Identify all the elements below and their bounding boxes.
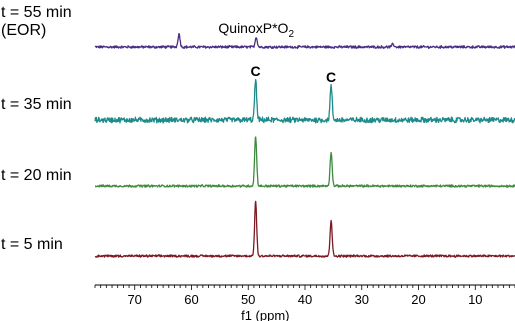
label-t55-line2: (EOR) bbox=[1, 22, 47, 39]
peak-annotation-2-2: C bbox=[326, 69, 336, 85]
x-tick-label: 20 bbox=[411, 292, 425, 307]
peak-annotation-2-1: C bbox=[251, 63, 261, 79]
x-axis-label: f1 (ppm) bbox=[241, 308, 289, 321]
x-tick-label: 60 bbox=[184, 292, 198, 307]
label-t55: t = 55 min (EOR) bbox=[1, 4, 72, 40]
spectrum-trace-1 bbox=[94, 32, 515, 50]
x-tick-label: 70 bbox=[127, 292, 141, 307]
spectrum-trace-4 bbox=[94, 200, 515, 258]
x-tick-label: 40 bbox=[298, 292, 312, 307]
x-tick-label: 10 bbox=[468, 292, 482, 307]
spectrum-trace-3 bbox=[94, 136, 515, 188]
label-t20: t = 20 min bbox=[1, 167, 72, 184]
label-t5: t = 5 min bbox=[1, 236, 63, 253]
label-t35: t = 35 min bbox=[1, 96, 72, 113]
peak-annotation-1-1: QuinoxP*O2 bbox=[218, 20, 294, 40]
x-tick-label: 30 bbox=[355, 292, 369, 307]
spectrum-trace-2 bbox=[94, 78, 515, 124]
label-t55-line1: t = 55 min bbox=[1, 4, 72, 21]
x-tick-label: 50 bbox=[241, 292, 255, 307]
